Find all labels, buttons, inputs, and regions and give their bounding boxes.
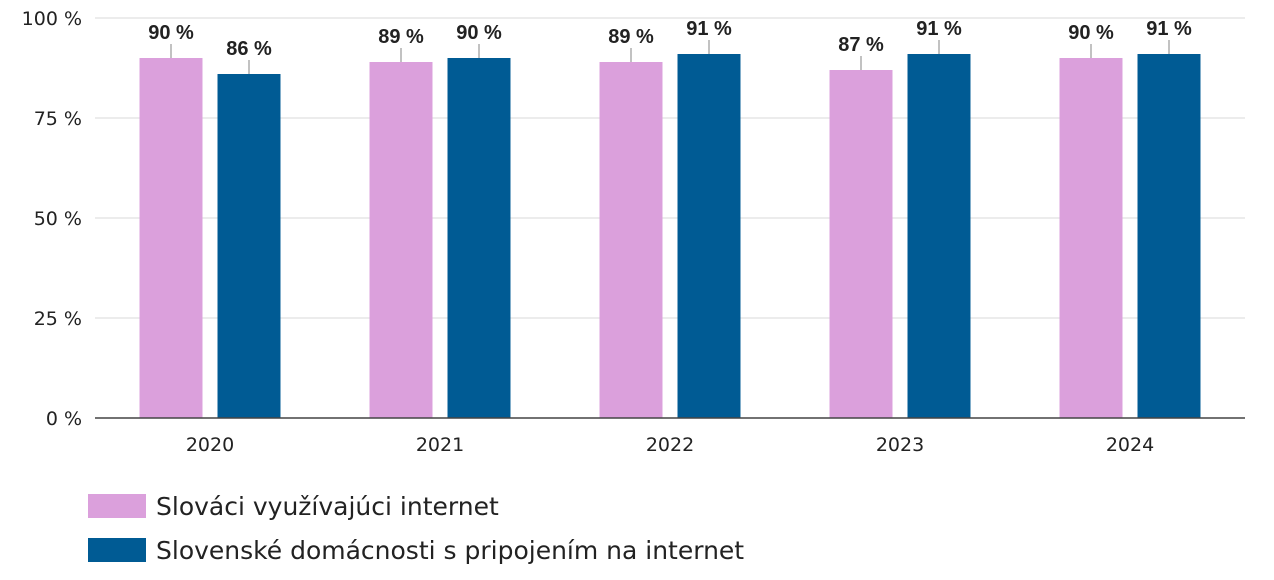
legend-item-series-2: Slovenské domácnosti s pripojením na int… (88, 535, 745, 565)
bar (217, 74, 281, 418)
legend-label-series-1: Slováci využívajúci internet (156, 491, 499, 521)
bar (447, 58, 511, 418)
bar (907, 54, 971, 418)
data-label: 91 % (1146, 18, 1192, 40)
y-tick-label: 50 % (34, 208, 82, 230)
bar (829, 70, 893, 418)
data-label: 89 % (608, 26, 654, 48)
data-label: 91 % (686, 18, 732, 40)
x-tick-label: 2023 (876, 434, 924, 456)
bar (1137, 54, 1201, 418)
bar (677, 54, 741, 418)
y-tick-label: 25 % (34, 308, 82, 330)
data-label: 90 % (456, 22, 502, 44)
x-tick-label: 2024 (1106, 434, 1154, 456)
legend: Slováci využívajúci internet Slovenské d… (88, 492, 744, 580)
data-label: 87 % (838, 34, 884, 56)
legend-swatch-series-1 (88, 494, 146, 518)
x-tick-label: 2021 (416, 434, 464, 456)
y-axis: 0 % 25 % 50 % 75 % 100 % (22, 8, 82, 430)
gridlines (95, 17, 1245, 319)
x-tick-label: 2020 (186, 434, 234, 456)
bar (139, 58, 203, 418)
x-axis: 2020 2021 2022 2023 2024 (95, 417, 1245, 456)
y-tick-label: 75 % (34, 108, 82, 130)
y-tick-label: 100 % (22, 8, 82, 30)
data-label: 86 % (226, 38, 272, 60)
bars: 90 % 86 % 89 % 90 % 89 % 91 % 87 % 91 % 90 % 91 % (139, 18, 1201, 418)
data-label: 90 % (148, 22, 194, 44)
bar (1059, 58, 1123, 418)
data-label: 91 % (916, 18, 962, 40)
legend-swatch-series-2 (88, 538, 146, 562)
bar (369, 62, 433, 418)
data-label: 89 % (378, 26, 424, 48)
x-tick-label: 2022 (646, 434, 694, 456)
y-tick-label: 0 % (46, 408, 82, 430)
data-label: 90 % (1068, 22, 1114, 44)
bar-chart: 0 % 25 % 50 % 75 % 100 % 90 % 86 % 89 % 90 % 89 … (22, 8, 1245, 456)
legend-item-series-1: Slováci využívajúci internet (88, 491, 744, 521)
legend-label-series-2: Slovenské domácnosti s pripojením na int… (156, 535, 745, 565)
bar (599, 62, 663, 418)
